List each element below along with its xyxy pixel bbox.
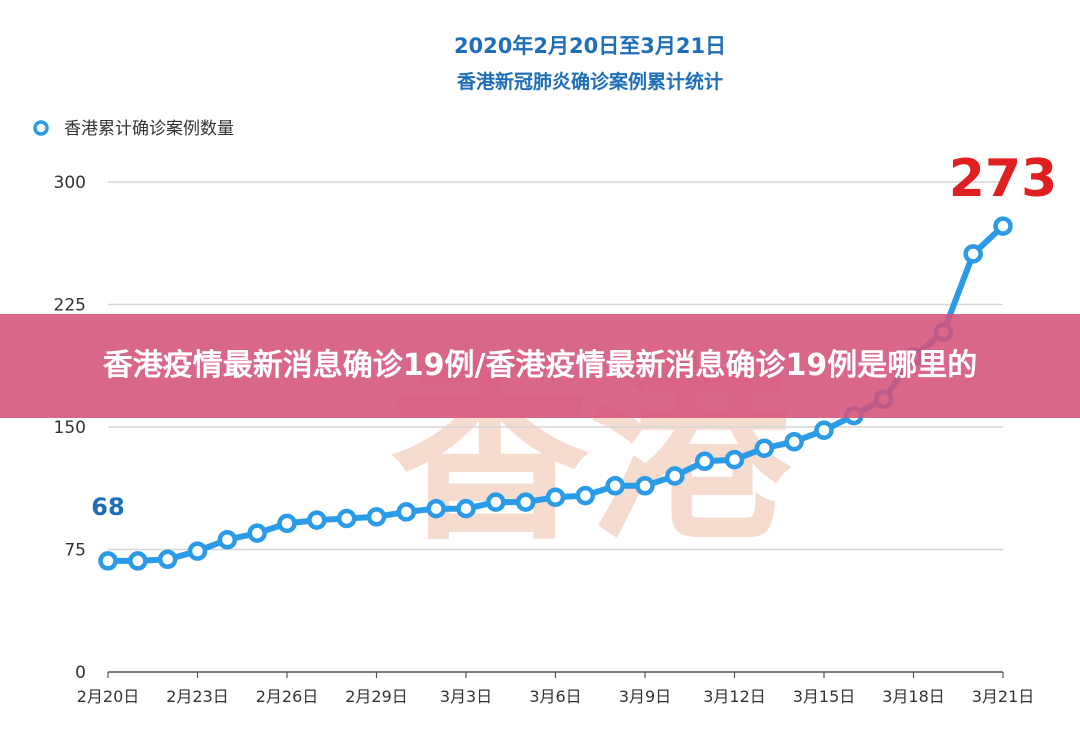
start-value-annotation: 68	[91, 493, 124, 521]
x-tick-label: 2月20日	[77, 687, 140, 706]
data-point	[456, 498, 476, 519]
headline-text: 香港疫情最新消息确诊19例/香港疫情最新消息确诊19例是哪里的	[102, 348, 978, 383]
data-point	[217, 529, 238, 550]
data-point	[336, 508, 357, 529]
x-tick-label: 3月9日	[619, 687, 671, 706]
data-point	[575, 485, 596, 506]
x-tick-label: 3月12日	[703, 687, 766, 706]
x-tick-label: 3月3日	[440, 687, 492, 706]
chart-subtitle: 香港新冠肺炎确诊案例累计统计	[456, 70, 723, 93]
headline-banner: 香港疫情最新消息确诊19例/香港疫情最新消息确诊19例是哪里的	[0, 314, 1080, 418]
data-point	[247, 523, 267, 543]
end-value-annotation: 273	[949, 149, 1058, 209]
data-point	[128, 551, 148, 571]
y-tick-label: 300	[54, 173, 86, 193]
data-point	[963, 244, 983, 264]
y-tick-label: 0	[75, 663, 86, 683]
data-point	[307, 510, 327, 530]
x-tick-label: 3月18日	[882, 687, 945, 706]
legend-marker	[33, 120, 49, 136]
data-point	[486, 492, 506, 512]
y-tick-label: 75	[64, 541, 86, 561]
grid-lines	[108, 181, 1003, 673]
x-tick-label: 2月23日	[166, 687, 229, 706]
data-point	[605, 476, 625, 496]
x-tick-label: 3月6日	[529, 687, 581, 706]
data-point	[993, 216, 1013, 236]
y-tick-label: 225	[54, 296, 86, 316]
x-tick-label: 3月21日	[972, 687, 1035, 706]
data-point	[366, 507, 387, 527]
data-point	[724, 449, 745, 470]
data-point	[694, 451, 715, 472]
data-point	[814, 420, 834, 441]
data-point	[187, 541, 208, 561]
data-point	[545, 487, 566, 507]
data-point	[157, 549, 178, 570]
data-point	[754, 438, 775, 458]
data-point	[277, 513, 297, 534]
x-tick-label: 2月29日	[345, 687, 408, 706]
x-axis: 2月20日 2月23日 2月26日 2月29日 3月3日 3月6日 3月9日 3月12日 3月1…	[77, 672, 1035, 706]
chart-title: 2020年2月20日至3月21日	[454, 34, 726, 58]
data-point	[515, 492, 536, 512]
x-tick-label: 2月26日	[256, 687, 319, 706]
data-point	[665, 466, 685, 486]
data-point	[784, 431, 804, 452]
data-point	[98, 551, 118, 571]
y-tick-label: 150	[54, 418, 86, 438]
data-point	[635, 476, 655, 496]
legend-label: 香港累计确诊案例数量	[64, 119, 234, 139]
x-tick-label: 3月15日	[793, 687, 856, 706]
data-point	[396, 502, 417, 522]
y-axis: 0 75 150 225 300	[54, 173, 86, 683]
data-point	[426, 498, 446, 519]
